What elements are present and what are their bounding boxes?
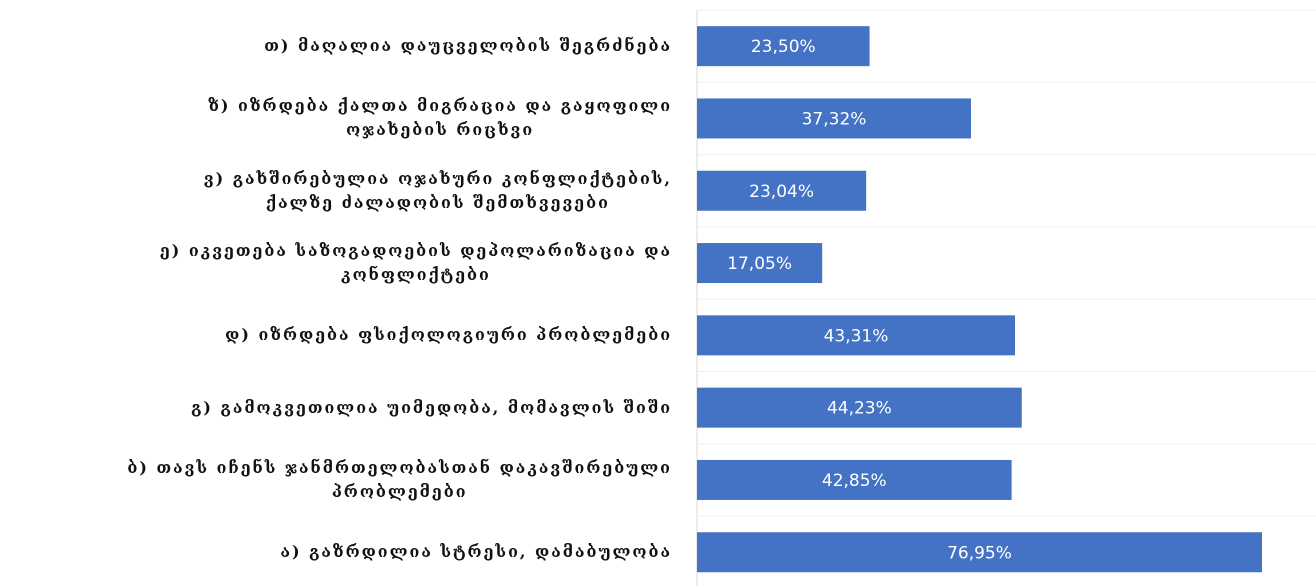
category-label: ზ) იზრდება ქალთა მიგრაცია და გაყოფილი ოჯ… (208, 96, 672, 140)
category-label: თ) მაღალია დაუცველობის შეგრძნება (264, 36, 672, 56)
category-label-box: ზ) იზრდება ქალთა მიგრაცია და გაყოფილი ოჯ… (0, 82, 672, 154)
value-label: 23,50% (751, 37, 816, 57)
bar (697, 532, 1262, 573)
value-label: 23,04% (749, 182, 814, 202)
value-label: 43,31% (824, 326, 889, 346)
bar (697, 387, 1022, 428)
bar (697, 170, 867, 211)
category-label-box: ე) იკვეთება საზოგადოების დეპოლარიზაცია დ… (0, 227, 672, 299)
category-label-box: ვ) გახშირებულია ოჯახური კონფლიქტების, ქა… (0, 155, 672, 227)
category-label: ე) იკვეთება საზოგადოების დეპოლარიზაცია დ… (159, 241, 672, 285)
value-label: 44,23% (827, 399, 892, 419)
category-label-box: თ) მაღალია დაუცველობის შეგრძნება (0, 10, 672, 82)
category-label-box: დ) იზრდება ფსიქოლოგიური პრობლემები (0, 299, 672, 371)
value-label: 37,32% (802, 109, 867, 129)
bar (697, 315, 1016, 356)
category-label: ვ) გახშირებულია ოჯახური კონფლიქტების, ქა… (203, 168, 672, 212)
category-label: ბ) თავს იჩენს ჯანმრთელობასთან დაკავშირებ… (127, 457, 672, 501)
value-label: 17,05% (727, 254, 792, 274)
category-label-box: გ) გამოკვეთილია უიმედობა, მომავლის შიში (0, 372, 672, 444)
category-label: გ) გამოკვეთილია უიმედობა, მომავლის შიში (191, 397, 672, 417)
bar (697, 243, 823, 284)
value-label: 76,95% (947, 543, 1012, 563)
bar (697, 26, 870, 67)
category-label-box: ბ) თავს იჩენს ჯანმრთელობასთან დაკავშირებ… (0, 444, 672, 516)
category-label: დ) იზრდება ფსიქოლოგიური პრობლემები (225, 325, 672, 345)
bar (697, 459, 1012, 500)
category-label-box: ა) გაზრდილია სტრესი, დამაბულობა (0, 516, 672, 588)
category-label: ა) გაზრდილია სტრესი, დამაბულობა (280, 542, 672, 562)
value-label: 42,85% (822, 471, 887, 491)
bar (697, 98, 972, 139)
